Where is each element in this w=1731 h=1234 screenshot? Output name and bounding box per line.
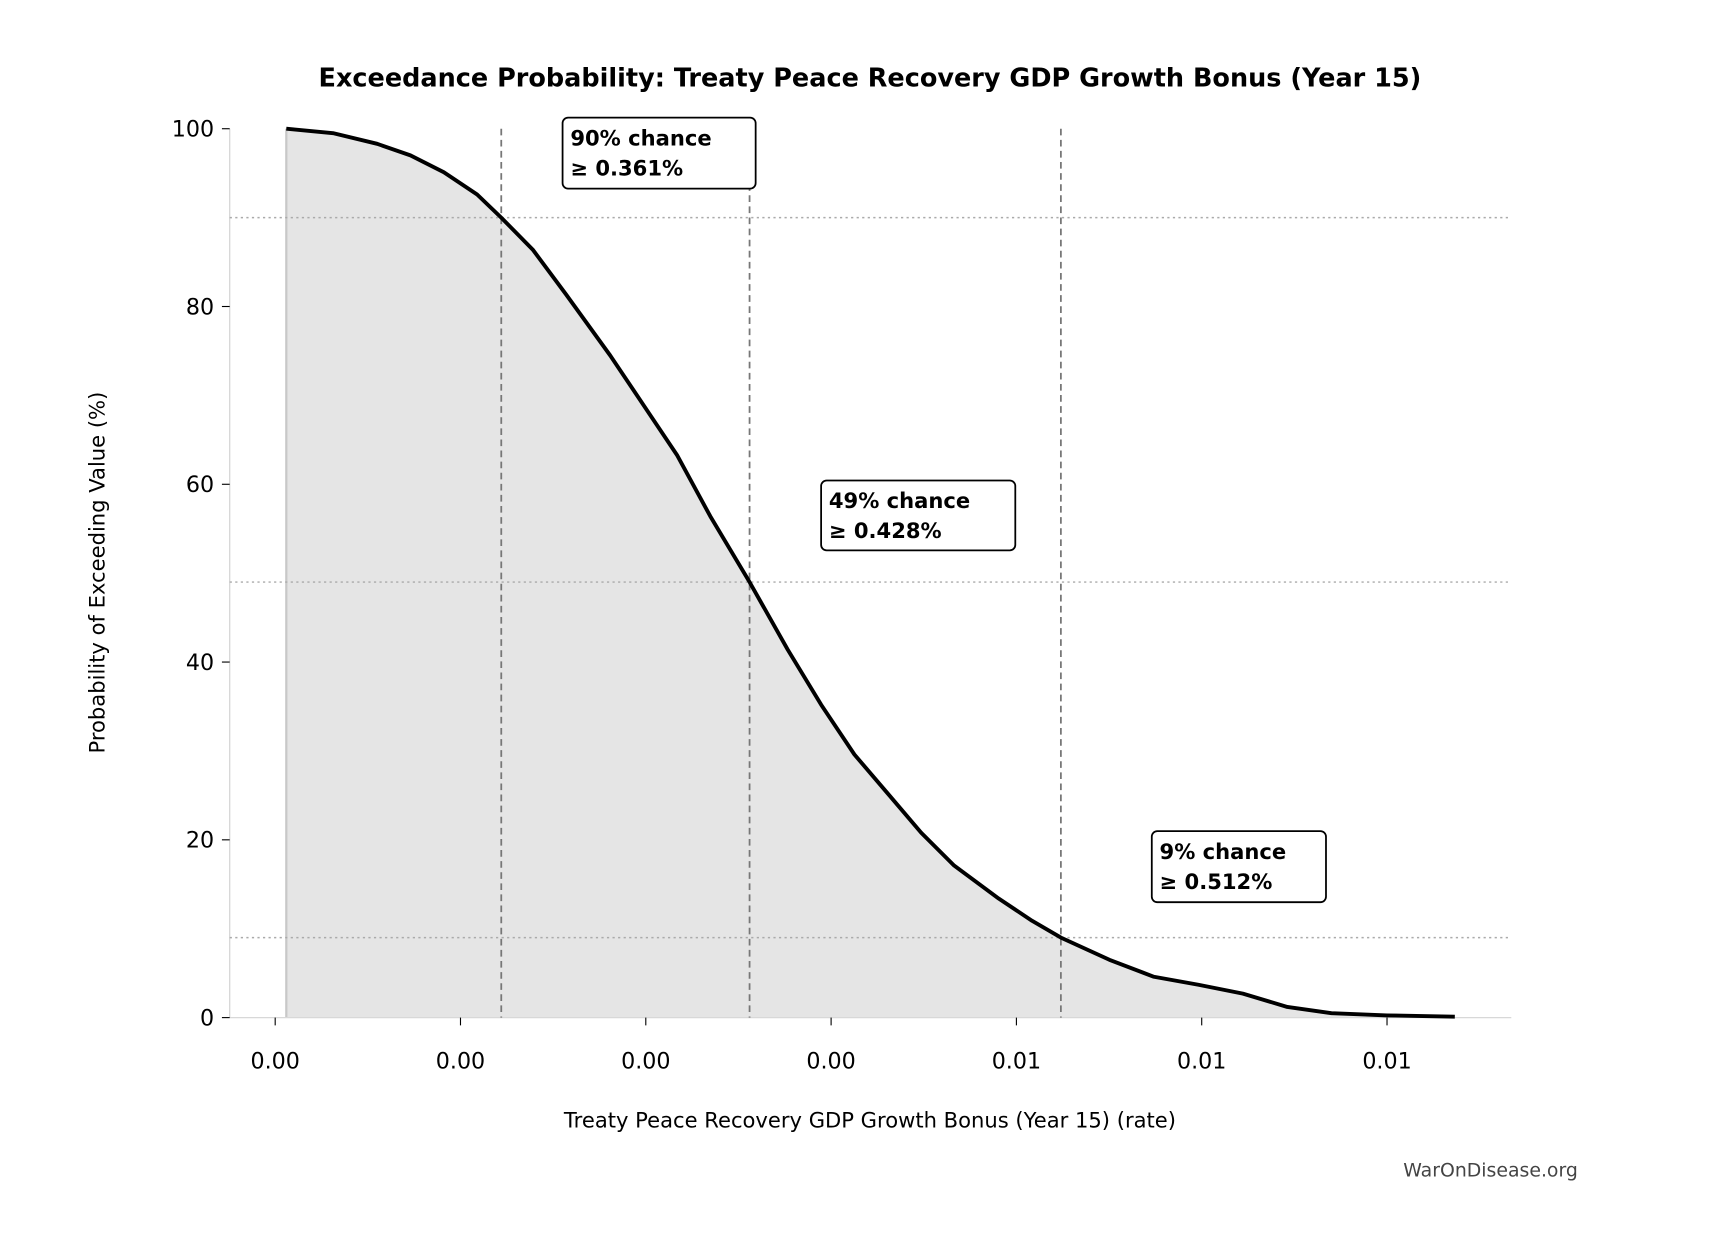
y-tick-label: 60 — [186, 472, 214, 498]
area-fill — [286, 128, 1455, 1018]
watermark: WarOnDisease.org — [1403, 1159, 1578, 1181]
y-tick-label: 20 — [186, 828, 214, 854]
x-tick-label: 0.01 — [1177, 1049, 1226, 1075]
x-tick-label: 0.00 — [436, 1049, 485, 1075]
chart-title: Exceedance Probability: Treaty Peace Rec… — [319, 64, 1422, 94]
x-tick-label: 0.00 — [250, 1049, 299, 1075]
x-tick-label: 0.01 — [992, 1049, 1041, 1075]
annotation-value: ≥ 0.512% — [1160, 869, 1273, 894]
annotation-value: ≥ 0.361% — [570, 155, 683, 180]
exceedance-curve — [286, 126, 1455, 1019]
x-axis-label: Treaty Peace Recovery GDP Growth Bonus (… — [563, 1107, 1176, 1132]
annotation-value: ≥ 0.428% — [829, 518, 942, 543]
y-tick-label: 0 — [200, 1005, 214, 1031]
y-tick-label: 100 — [172, 116, 214, 142]
plot-area: 0 20 40 60 80 100 0.00 0.00 0.00 0.00 0.01 0.01 0.01… — [172, 116, 1512, 1075]
x-tick-label: 0.00 — [621, 1049, 670, 1075]
x-tick-label: 0.01 — [1362, 1049, 1411, 1075]
y-tick-label: 80 — [186, 294, 214, 320]
y-axis-label: Probability of Exceeding Value (%) — [84, 392, 109, 754]
annotation-box — [820, 479, 1017, 552]
annotation-label: 9% chance — [1160, 839, 1287, 864]
y-tick-label: 40 — [186, 650, 214, 676]
annotation-label: 49% chance — [829, 488, 970, 513]
x-tick-label: 0.00 — [806, 1049, 855, 1075]
annotation-label: 90% chance — [570, 125, 711, 150]
annotation-box — [1150, 830, 1327, 904]
annotation-box — [561, 116, 757, 190]
